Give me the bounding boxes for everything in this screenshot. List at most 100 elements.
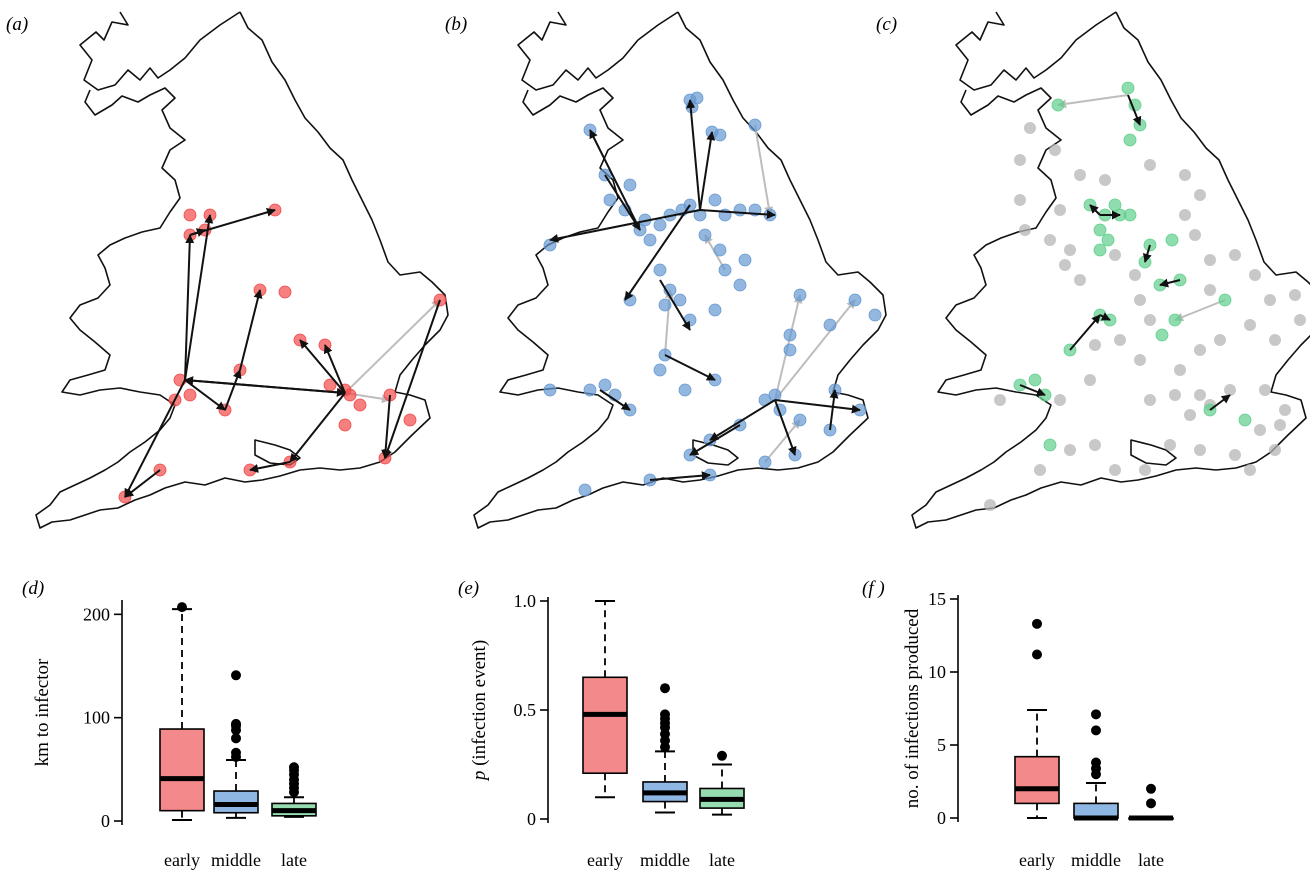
infected-point	[1093, 223, 1107, 237]
infected-point	[718, 263, 732, 277]
x-tick-label: middle	[211, 850, 261, 870]
transmission-arrow	[323, 344, 346, 394]
outlier-point	[1091, 725, 1101, 736]
transmission-arrow	[1019, 384, 1046, 397]
box-middle	[213, 790, 259, 814]
transmission-arrow	[1099, 312, 1111, 321]
uninfected-point	[1054, 204, 1066, 216]
y-tick-label: 100	[83, 708, 110, 728]
transmission-arrow	[1057, 94, 1129, 109]
transmission-arrow	[659, 279, 691, 331]
y-axis-title: km to infector	[32, 658, 53, 766]
uninfected-point	[1144, 314, 1156, 326]
transmission-arrow	[774, 299, 856, 401]
x-tick-label: middle	[1071, 850, 1121, 870]
infected-point	[793, 413, 807, 427]
panel-label-a: (a)	[6, 14, 28, 35]
panel-label-e: (e)	[458, 578, 479, 599]
uninfected-point	[1129, 269, 1141, 281]
transmission-arrow	[1209, 394, 1231, 411]
outlier-point	[1032, 618, 1042, 629]
uninfected-point	[1194, 444, 1206, 456]
outlier-point	[231, 747, 241, 758]
y-axis-title: no. of infections produced	[902, 608, 923, 808]
x-tick-label: late	[1138, 850, 1164, 870]
infected-point	[708, 303, 722, 317]
transmission-arrow	[709, 399, 776, 441]
transmission-arrow	[549, 209, 701, 243]
map-panel-b	[473, 11, 887, 529]
infected-point	[848, 293, 862, 307]
infected-point	[583, 383, 597, 397]
transmission-arrow	[1142, 244, 1152, 263]
transmission-arrow	[664, 354, 716, 381]
transmission-arrow	[1069, 314, 1101, 351]
transmission-arrow	[649, 471, 711, 481]
transmission-arrow	[1174, 299, 1226, 322]
transmission-arrow	[1089, 204, 1101, 216]
uninfected-point	[1179, 209, 1191, 221]
uninfected-point	[1134, 294, 1146, 306]
uninfected-point	[1074, 274, 1086, 286]
infected-point	[793, 288, 807, 302]
transmission-arrow	[184, 379, 226, 411]
transmission-arrow	[686, 99, 701, 211]
uninfected-point	[1204, 254, 1216, 266]
transmission-arrow	[184, 376, 346, 394]
infected-point	[1218, 293, 1232, 307]
uninfected-point	[1014, 194, 1026, 206]
infected-point	[713, 128, 727, 142]
transmission-arrow	[624, 204, 691, 301]
transmission-arrow	[829, 389, 839, 431]
outlier-point	[717, 750, 727, 761]
infected-point	[183, 208, 197, 222]
uninfected-point	[1194, 344, 1206, 356]
infected-point	[183, 388, 197, 402]
infected-point	[1121, 81, 1135, 95]
outlier-point	[177, 602, 187, 613]
uninfected-point	[1099, 174, 1111, 186]
infected-point	[343, 388, 357, 402]
transmission-arrow	[224, 369, 242, 411]
infected-point	[823, 318, 837, 332]
uninfected-point	[1144, 394, 1156, 406]
transmission-arrow	[699, 209, 776, 219]
x-tick-label: middle	[640, 850, 690, 870]
transmission-arrow	[381, 394, 391, 459]
uninfected-point	[1189, 229, 1201, 241]
uninfected-point	[1044, 234, 1056, 246]
uninfected-point	[1114, 334, 1126, 346]
infected-point	[1051, 98, 1065, 112]
boxplot-panel-e: 0 0.5 1.0 p (infection event) early middle lat…	[469, 591, 745, 870]
infected-point	[543, 383, 557, 397]
y-tick-label: 200	[83, 604, 110, 624]
infected-point	[673, 293, 687, 307]
y-axis-title: p (infection event)	[469, 640, 490, 782]
uninfected-point	[1279, 404, 1291, 416]
uninfected-point	[1049, 144, 1061, 156]
infected-point	[733, 203, 747, 217]
box-early	[1014, 755, 1060, 805]
infected-point	[658, 298, 672, 312]
transmission-arrow	[604, 174, 641, 231]
transmission-arrow	[184, 214, 214, 381]
uninfected-point	[1089, 439, 1101, 451]
map-panel-a	[35, 11, 449, 529]
transmission-arrow	[599, 389, 631, 411]
uninfected-point	[1214, 334, 1226, 346]
uninfected-point	[1224, 384, 1236, 396]
infected-point	[713, 243, 727, 257]
infected-point	[1123, 208, 1137, 222]
infected-point	[1093, 243, 1107, 257]
box-early	[159, 728, 205, 812]
map-panel-c	[911, 11, 1310, 529]
uninfected-point	[1264, 294, 1276, 306]
uninfected-point	[1194, 389, 1206, 401]
outlier-point	[660, 709, 670, 720]
infected-point	[543, 238, 557, 252]
infected-point	[748, 118, 762, 132]
uninfected-point	[1269, 444, 1281, 456]
infected-point	[1028, 373, 1042, 387]
uninfected-point	[1229, 449, 1241, 461]
transmission-arrow	[754, 124, 774, 216]
